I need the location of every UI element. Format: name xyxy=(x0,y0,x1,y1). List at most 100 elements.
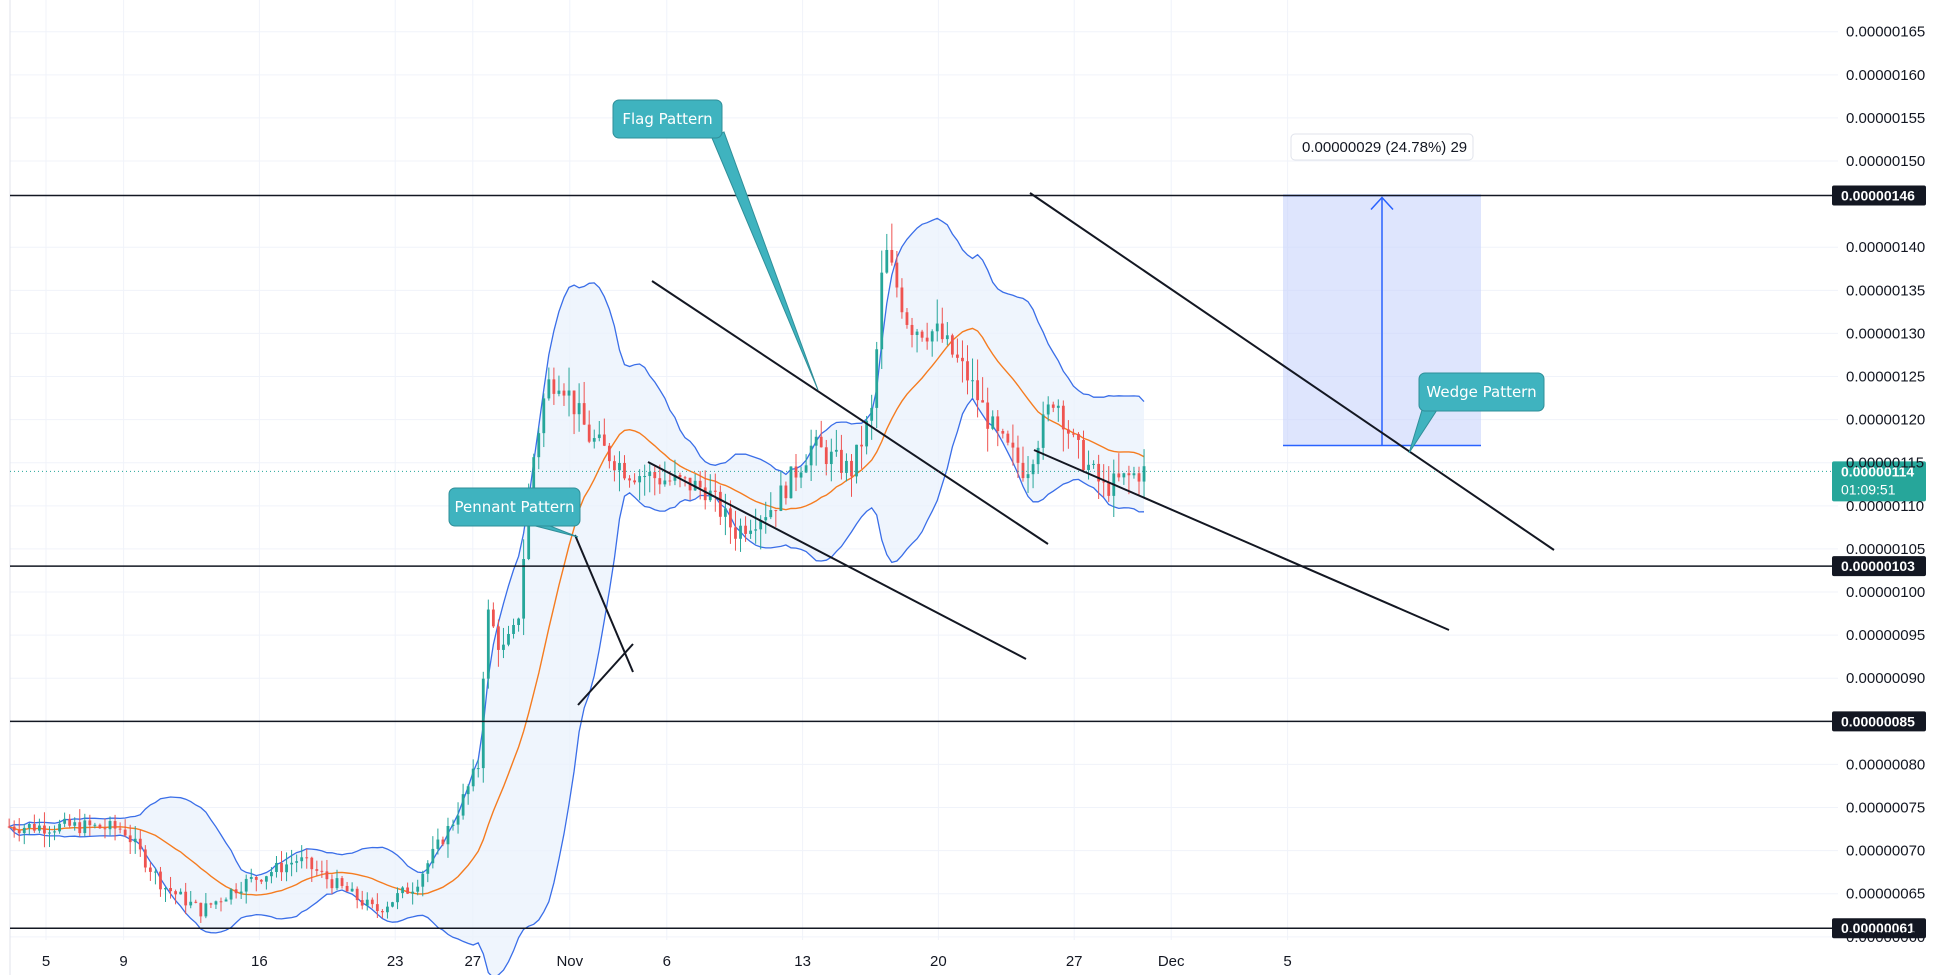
candle xyxy=(577,383,581,432)
candle-body xyxy=(532,457,536,496)
candle xyxy=(996,410,1000,447)
candle-body xyxy=(169,888,172,892)
candle xyxy=(804,454,808,474)
trendline xyxy=(574,534,634,673)
candle-body xyxy=(128,835,132,843)
candle xyxy=(380,909,384,919)
candle xyxy=(1006,430,1010,446)
candle-body xyxy=(214,901,218,905)
candle-body xyxy=(285,864,288,873)
candle-body xyxy=(48,832,51,834)
candle-body xyxy=(396,893,399,903)
price-tick-label: 0.00000125 xyxy=(1846,369,1925,386)
callout-box xyxy=(448,487,581,527)
candle-body xyxy=(209,903,213,905)
candle xyxy=(562,383,566,406)
candle xyxy=(98,823,102,829)
candle xyxy=(1056,399,1060,422)
candle-body xyxy=(360,900,364,906)
candle-body xyxy=(411,891,415,894)
candle-body xyxy=(184,891,188,906)
candle-body xyxy=(391,902,394,907)
candle-body xyxy=(204,903,208,917)
trendlines xyxy=(574,192,1555,706)
measure-label: 0.00000029 (24.78%) 29 xyxy=(1302,139,1467,156)
pattern-callout: Flag Pattern xyxy=(612,99,819,391)
candle xyxy=(38,818,41,834)
candle xyxy=(774,509,778,527)
candle xyxy=(466,784,470,805)
candle xyxy=(754,508,758,544)
candle-body xyxy=(386,906,389,913)
candle-body xyxy=(769,510,773,518)
candle-body xyxy=(355,888,359,901)
candle-body xyxy=(154,871,157,873)
candle xyxy=(68,814,72,828)
candle-body xyxy=(38,825,41,831)
price-axis[interactable]: 0.00000165 0.00000160 0.00000155 0.00000150… xyxy=(1846,24,1925,946)
time-axis[interactable]: 5 9 16 23 27 Nov 6 13 20 27 Dec 5 xyxy=(42,953,1292,970)
candle xyxy=(290,849,294,877)
candle xyxy=(930,329,934,357)
candle xyxy=(971,358,974,398)
candle xyxy=(597,420,601,442)
candle xyxy=(1127,465,1131,495)
candle xyxy=(88,814,92,836)
candle-body xyxy=(794,466,798,478)
candle-body xyxy=(537,433,541,458)
candle-body xyxy=(643,476,647,478)
candle-body xyxy=(754,529,758,531)
candle xyxy=(734,510,737,551)
candle xyxy=(905,307,909,329)
candle-body xyxy=(43,825,46,834)
countdown-label: 01:09:51 xyxy=(1841,481,1896,497)
candle xyxy=(829,438,833,482)
candle-body xyxy=(1016,447,1020,463)
candle xyxy=(784,481,788,505)
candle-body xyxy=(1011,442,1015,448)
candle xyxy=(648,464,652,493)
level-tag xyxy=(1832,711,1926,732)
candle-body xyxy=(446,826,450,845)
candle xyxy=(633,473,636,485)
candle xyxy=(486,599,490,689)
candle-body xyxy=(744,525,747,534)
candle xyxy=(12,820,16,838)
candle-body xyxy=(915,331,919,335)
candle-body xyxy=(63,818,67,824)
candle-body xyxy=(426,863,430,874)
bollinger-bands xyxy=(8,217,1145,975)
price-tick-label: 0.00000100 xyxy=(1846,584,1925,601)
candle xyxy=(456,802,460,834)
candle-body xyxy=(310,857,314,870)
candle xyxy=(416,879,420,896)
candle xyxy=(43,812,46,848)
candle-body xyxy=(1061,405,1065,430)
measure-label-box xyxy=(1290,133,1474,161)
level-tag xyxy=(1832,185,1926,206)
candle xyxy=(360,890,364,910)
price-tick-label: 0.00000080 xyxy=(1846,756,1925,773)
candle-body xyxy=(270,872,273,877)
candle-body xyxy=(739,525,742,539)
candle-body xyxy=(628,478,631,481)
time-tick-label: Dec xyxy=(1158,953,1185,970)
candle xyxy=(83,813,87,837)
candle xyxy=(885,233,889,274)
candle xyxy=(507,625,510,647)
candle xyxy=(870,394,874,440)
trendline xyxy=(577,643,634,706)
candle xyxy=(285,852,288,882)
candle-body xyxy=(966,361,969,381)
candle xyxy=(497,619,500,667)
candle xyxy=(991,410,995,431)
candle-body xyxy=(976,380,979,401)
time-tick-label: 13 xyxy=(794,953,811,970)
candle-body xyxy=(678,474,682,478)
candle-body xyxy=(935,323,939,332)
candle xyxy=(229,888,233,905)
candle-body xyxy=(653,471,657,479)
candle-body xyxy=(779,485,783,511)
candle xyxy=(638,469,642,501)
